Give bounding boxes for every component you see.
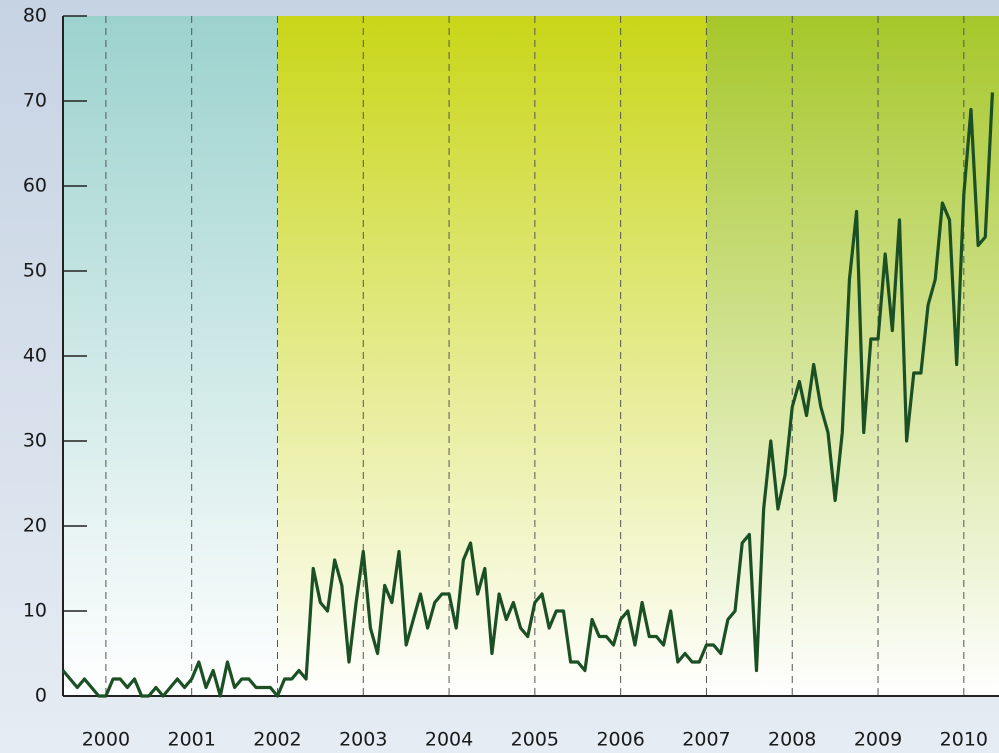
y-tick-label: 50 (23, 260, 47, 282)
y-tick-label: 40 (23, 345, 47, 367)
x-tick-label: 2004 (425, 729, 473, 751)
x-tick-label: 2003 (339, 729, 387, 751)
y-tick-label: 0 (35, 685, 47, 707)
x-tick-label: 2005 (511, 729, 559, 751)
x-tick-label: 2009 (854, 729, 902, 751)
x-tick-label: 2007 (682, 729, 730, 751)
x-tick-label: 2006 (596, 729, 644, 751)
region (277, 16, 707, 696)
x-tick-label: 2008 (768, 729, 816, 751)
x-tick-label: 2001 (168, 729, 216, 751)
region (63, 16, 278, 696)
y-tick-label: 30 (23, 430, 47, 452)
y-tick-label: 80 (23, 5, 47, 27)
y-tick-label: 10 (23, 600, 47, 622)
region (706, 16, 999, 696)
y-tick-label: 70 (23, 90, 47, 112)
x-tick-label: 2000 (82, 729, 130, 751)
x-tick-label: 2010 (940, 729, 988, 751)
data-line (61, 92, 995, 698)
x-tick-label: 2002 (253, 729, 301, 751)
y-tick-label: 20 (23, 515, 47, 537)
y-tick-label: 60 (23, 175, 47, 197)
